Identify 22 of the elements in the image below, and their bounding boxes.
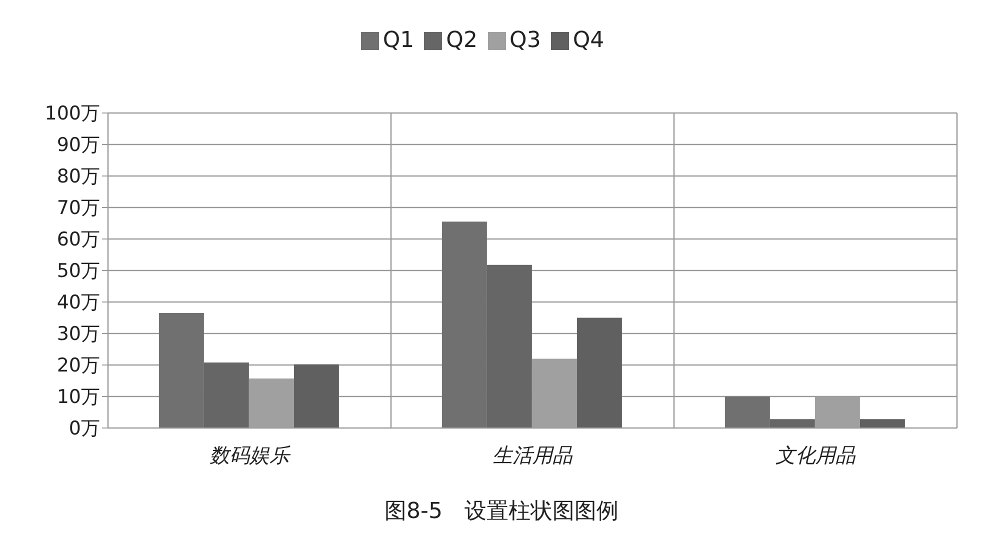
y-tick-label: 20万 bbox=[56, 354, 100, 377]
bar bbox=[576, 318, 622, 428]
y-tick-label: 50万 bbox=[56, 260, 100, 282]
x-tick-label: 生活用品 bbox=[492, 443, 574, 468]
legend-label: Q3 bbox=[510, 28, 541, 53]
y-tick-label: 40万 bbox=[56, 292, 100, 314]
text: 图8-5 设置柱状图图例 bbox=[384, 498, 620, 526]
y-tick-label: 60万 bbox=[56, 228, 100, 251]
y-tick-label: 80万 bbox=[56, 166, 100, 188]
x-tick-label: 数码娱乐 bbox=[210, 443, 292, 468]
y-tick-label: 10万 bbox=[56, 386, 100, 408]
y-tick-label: 30万 bbox=[56, 323, 100, 346]
x-tick-label: 文化用品 bbox=[776, 443, 856, 468]
legend-label: Q4 bbox=[572, 28, 604, 53]
y-tick-label: 90万 bbox=[56, 134, 100, 156]
bar bbox=[860, 419, 905, 428]
legend-label: Q2 bbox=[446, 28, 478, 53]
y-tick-label: 100万 bbox=[44, 102, 100, 125]
legend-label: Q1 bbox=[382, 28, 414, 53]
bar bbox=[294, 364, 339, 428]
y-tick-label: 70万 bbox=[56, 197, 100, 220]
y-tick-label: 0万 bbox=[68, 418, 100, 440]
